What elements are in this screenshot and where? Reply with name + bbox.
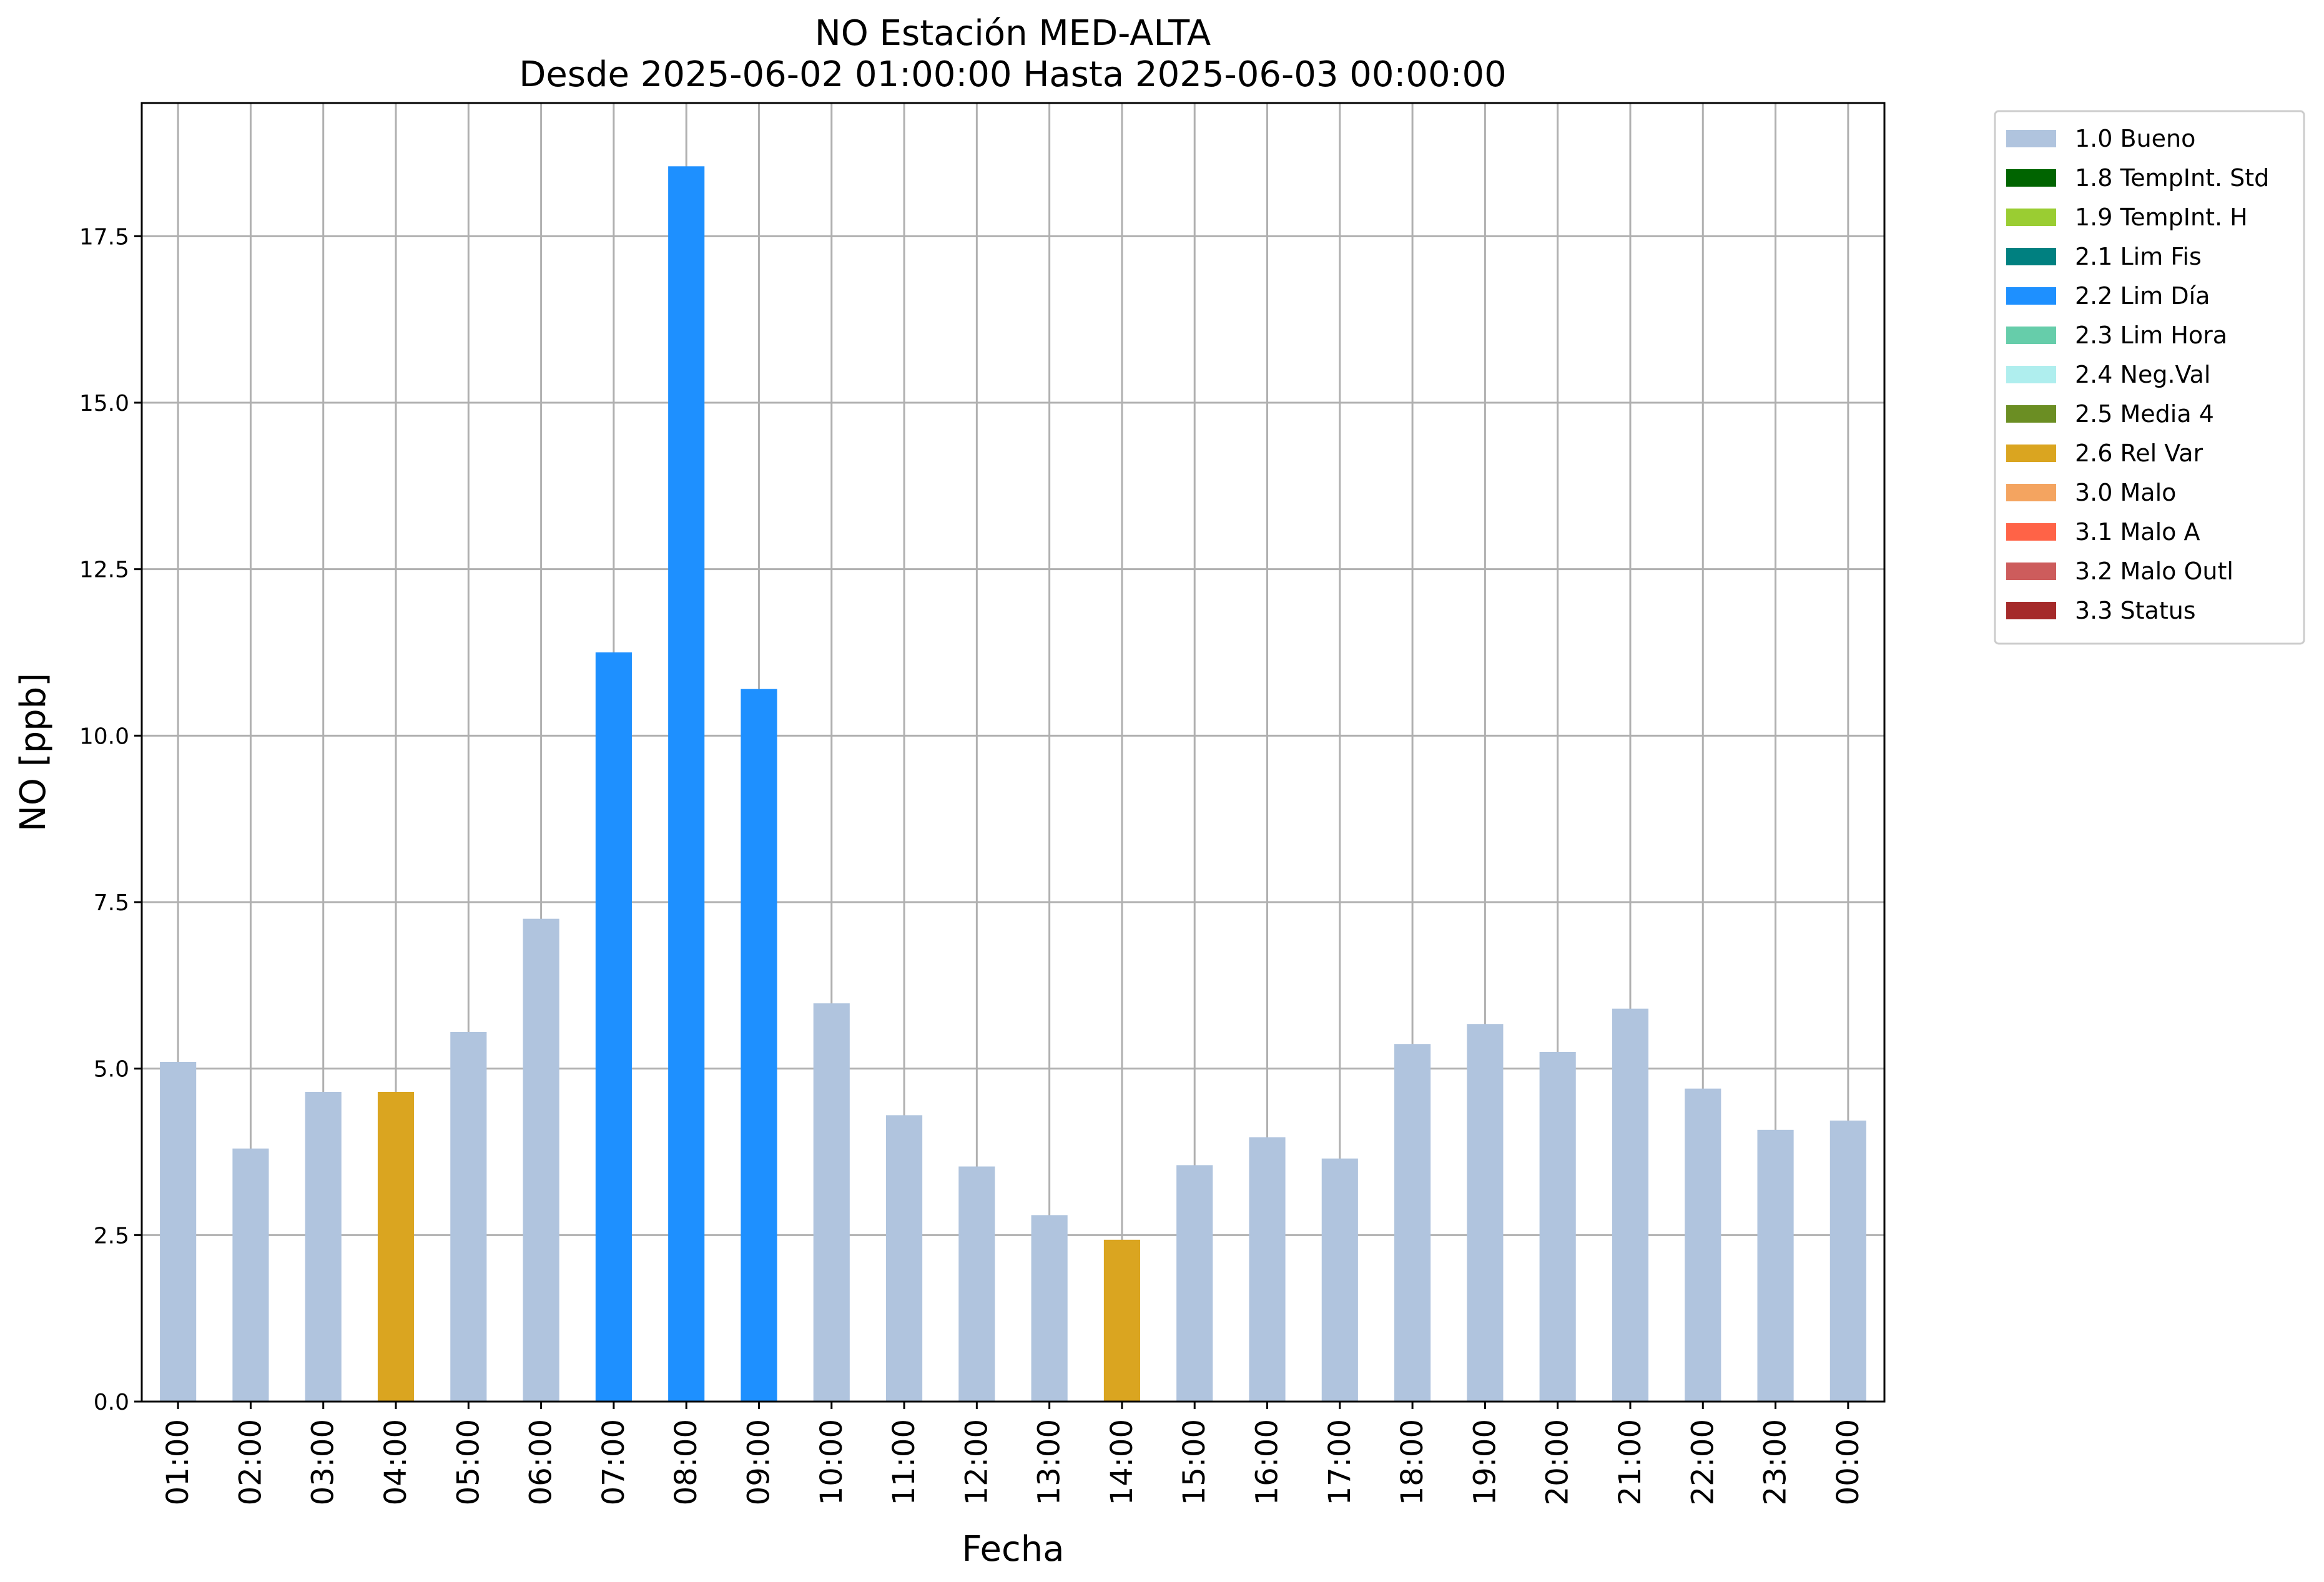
y-tick-label: 5.0	[94, 1057, 129, 1083]
legend-swatch	[2006, 169, 2056, 187]
x-tick-label: 00:00	[1831, 1419, 1866, 1505]
legend-label: 1.8 TempInt. Std	[2075, 164, 2269, 192]
legend-label: 3.2 Malo Outl	[2075, 558, 2233, 585]
x-tick-label: 03:00	[306, 1419, 341, 1505]
legend-label: 2.3 Lim Hora	[2075, 322, 2227, 349]
plot-frame	[140, 102, 1886, 1403]
bar	[1757, 1129, 1794, 1402]
x-tick-label: 12:00	[959, 1419, 994, 1505]
x-tick-label: 14:00	[1105, 1419, 1140, 1505]
legend-swatch	[2006, 484, 2056, 501]
legend-label: 2.4 Neg.Val	[2075, 361, 2210, 388]
x-tick-label: 17:00	[1322, 1419, 1357, 1505]
bar	[1612, 1008, 1649, 1402]
legend-swatch	[2006, 248, 2056, 265]
x-tick-label: 19:00	[1467, 1419, 1502, 1505]
bar	[1321, 1158, 1358, 1402]
legend-label: 2.6 Rel Var	[2075, 440, 2203, 467]
x-tick-label: 22:00	[1685, 1419, 1720, 1505]
x-tick-label: 08:00	[669, 1419, 704, 1505]
x-tick-label: 04:00	[378, 1419, 413, 1505]
legend-swatch	[2006, 405, 2056, 423]
legend-label: 3.3 Status	[2075, 597, 2196, 624]
chart-title: NO Estación MED-ALTA	[815, 13, 1211, 54]
x-tick-label: 20:00	[1540, 1419, 1575, 1505]
bar	[1103, 1239, 1141, 1402]
legend-swatch	[2006, 523, 2056, 541]
x-tick-label: 02:00	[233, 1419, 268, 1505]
bar	[232, 1148, 269, 1402]
legend-swatch	[2006, 327, 2056, 344]
legend-label: 2.2 Lim Día	[2075, 282, 2210, 310]
bar	[1685, 1088, 1721, 1402]
chart-subtitle: Desde 2025-06-02 01:00:00 Hasta 2025-06-…	[519, 54, 1507, 95]
bar	[1249, 1137, 1286, 1402]
legend-box	[1994, 110, 2305, 645]
bar	[668, 166, 705, 1402]
bar	[450, 1032, 487, 1402]
x-tick-label: 18:00	[1395, 1419, 1430, 1505]
legend-swatch	[2006, 130, 2056, 147]
bar	[958, 1166, 995, 1402]
x-tick-label: 10:00	[814, 1419, 849, 1505]
y-tick-label: 12.5	[79, 558, 129, 583]
legend-swatch	[2006, 445, 2056, 462]
bar	[741, 689, 777, 1402]
bar	[377, 1092, 415, 1402]
x-tick-label: 13:00	[1032, 1419, 1067, 1505]
legend-label: 3.1 Malo A	[2075, 518, 2200, 546]
x-axis-ticks: 01:00 02:00 03:00 04:00 05:00 06:00 07:00 08:00…	[160, 1402, 1866, 1505]
legend-label: 1.9 TempInt. H	[2075, 204, 2248, 231]
bar	[523, 918, 559, 1402]
legend-swatch	[2006, 563, 2056, 580]
bar	[1394, 1044, 1431, 1402]
bar	[813, 1003, 850, 1402]
x-tick-label: 16:00	[1250, 1419, 1285, 1505]
y-tick-label: 0.0	[94, 1390, 129, 1415]
y-axis-ticks: 0.0 2.5 5.0 7.5 10.0 12.5 15.0 17.5	[79, 224, 142, 1415]
legend-label: 2.1 Lim Fis	[2075, 243, 2202, 270]
legend: 1.0 Bueno 1.8 TempInt. Std 1.9 TempInt. H 2…	[1994, 110, 2305, 645]
legend-swatch	[2006, 602, 2056, 619]
x-tick-label: 06:00	[524, 1419, 559, 1505]
bar	[1031, 1215, 1068, 1402]
x-tick-label: 05:00	[451, 1419, 486, 1505]
bar	[1539, 1052, 1576, 1402]
y-tick-label: 10.0	[79, 724, 129, 749]
bar	[885, 1115, 923, 1402]
x-tick-label: 21:00	[1613, 1419, 1648, 1505]
bar	[1467, 1024, 1504, 1402]
x-tick-label: 07:00	[596, 1419, 631, 1505]
bar	[1829, 1120, 1866, 1402]
y-axis-label: NO [ppb]	[13, 673, 54, 832]
x-tick-label: 23:00	[1758, 1419, 1793, 1505]
legend-label: 3.0 Malo	[2075, 479, 2176, 506]
x-tick-label: 15:00	[1177, 1419, 1212, 1505]
y-tick-label: 7.5	[94, 890, 129, 916]
bars	[160, 166, 1866, 1402]
bar	[305, 1092, 342, 1402]
x-tick-label: 11:00	[887, 1419, 922, 1505]
x-axis-label: Fecha	[962, 1529, 1064, 1570]
legend-label: 1.0 Bueno	[2075, 125, 2195, 152]
y-tick-label: 17.5	[79, 224, 129, 250]
bar	[595, 652, 632, 1402]
y-tick-label: 2.5	[94, 1223, 129, 1249]
legend-swatch	[2006, 209, 2056, 226]
x-tick-label: 01:00	[160, 1419, 195, 1505]
y-tick-label: 15.0	[79, 391, 129, 416]
legend-swatch	[2006, 366, 2056, 383]
bar	[1176, 1165, 1213, 1402]
x-tick-label: 09:00	[741, 1419, 776, 1505]
legend-swatch	[2006, 287, 2056, 305]
bar	[160, 1062, 197, 1402]
legend-label: 2.5 Media 4	[2075, 400, 2214, 428]
